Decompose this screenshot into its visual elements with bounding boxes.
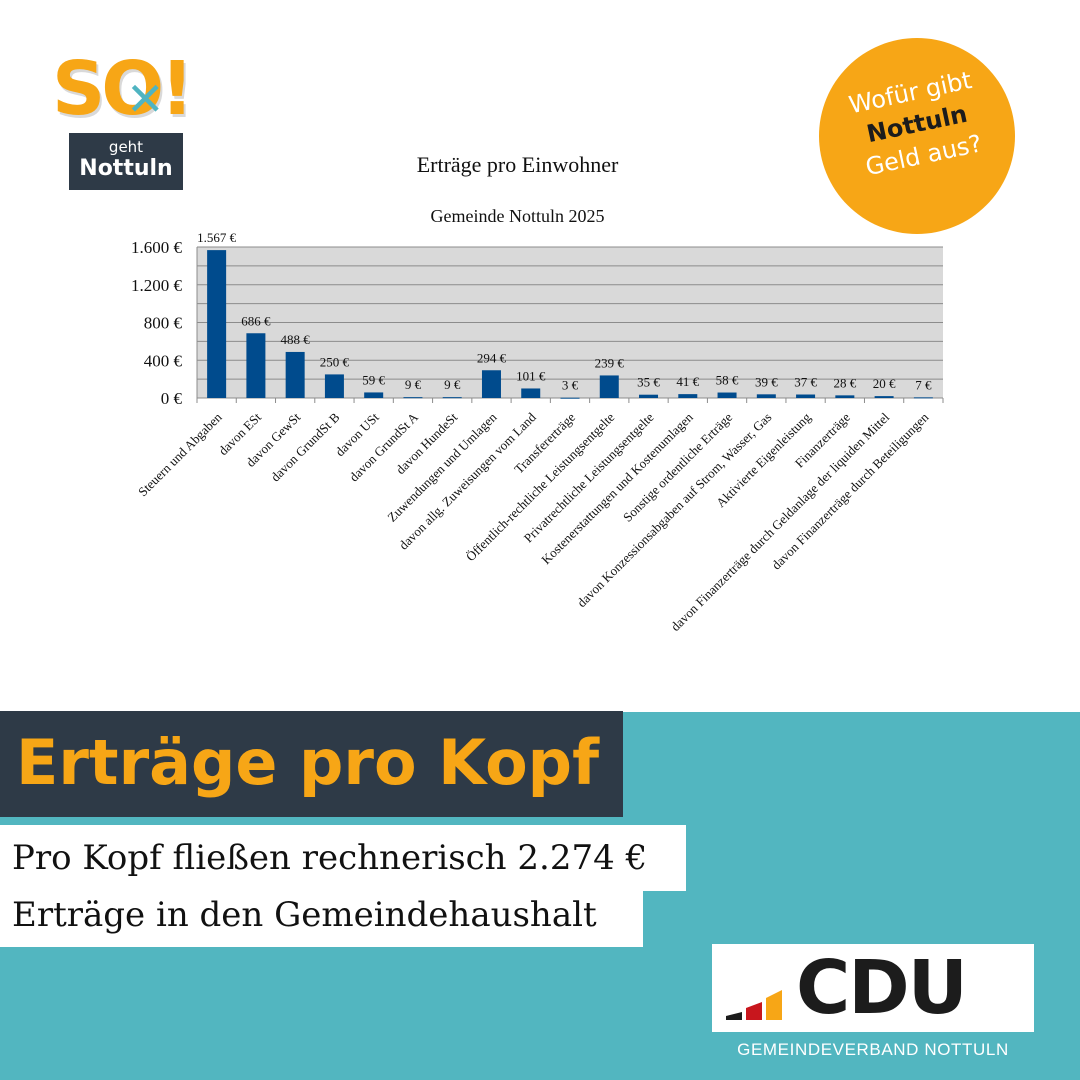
logo-verb: geht [108, 138, 144, 156]
bar [207, 250, 227, 398]
data-label: 58 € [716, 373, 739, 388]
so-geht-nottuln-logo: SO! ✕ geht Nottuln [52, 52, 212, 192]
bar [481, 370, 501, 398]
bar [874, 396, 894, 398]
bar [285, 351, 305, 398]
data-label: 39 € [755, 374, 778, 389]
data-label: 9 € [405, 377, 422, 392]
category-label: Steuern und Abgaben [135, 409, 225, 499]
data-label: 7 € [915, 377, 932, 392]
category-label: davon GrundSt A [346, 409, 421, 484]
cdu-org-name: GEMEINDEVERBAND NOTTULN [737, 1040, 1009, 1059]
bar [639, 394, 659, 398]
data-label: 101 € [516, 368, 546, 383]
chart-title: Erträge pro Einwohner [416, 152, 619, 177]
y-tick-label: 800 € [144, 314, 183, 333]
subline-box-1: Pro Kopf fließen rechnerisch 2.274 € [0, 825, 686, 891]
bar-chart: 0 € 400 € 800 € 1.200 € 1.600 € 1.567 € Steuer… [131, 230, 944, 634]
subline-2: Erträge in den Gemeindehaushalt [12, 895, 597, 935]
logo-place: Nottuln [79, 156, 173, 181]
cdu-logo: CDU [712, 944, 1034, 1032]
data-label: 1.567 € [197, 230, 237, 245]
data-label: 294 € [477, 350, 507, 365]
data-label: 20 € [873, 376, 896, 391]
data-label: 250 € [320, 354, 350, 369]
bar [246, 333, 266, 398]
logo-place-box: geht Nottuln [69, 133, 183, 190]
data-label: 686 € [241, 313, 271, 328]
data-label: 59 € [362, 372, 385, 387]
data-label: 9 € [444, 377, 461, 392]
bar [835, 395, 855, 398]
logo-brand: SO! [52, 46, 194, 132]
bar [521, 388, 541, 398]
y-tick-label: 1.600 € [131, 238, 183, 257]
y-tick-label: 400 € [144, 351, 183, 370]
bar [796, 394, 816, 398]
data-label: 41 € [676, 374, 699, 389]
data-label: 3 € [562, 378, 579, 393]
subline-box-2: Erträge in den Gemeindehaushalt [0, 891, 643, 947]
y-tick-label: 0 € [161, 389, 183, 408]
data-label: 35 € [637, 375, 660, 390]
data-label: 28 € [833, 375, 856, 390]
bar [403, 397, 423, 399]
bar [678, 394, 698, 398]
chart-subtitle: Gemeinde Nottuln 2025 [430, 206, 605, 226]
headline-box: Erträge pro Kopf [0, 711, 623, 817]
subline-1: Pro Kopf fließen rechnerisch 2.274 € [12, 838, 648, 878]
bar [364, 392, 384, 398]
data-label: 488 € [281, 332, 311, 347]
category-label: davon GrundSt B [268, 409, 343, 484]
y-tick-label: 1.200 € [131, 276, 183, 295]
bar [599, 375, 619, 398]
bar [756, 394, 776, 398]
bar [442, 397, 462, 399]
data-label: 239 € [595, 355, 625, 370]
bar [560, 397, 580, 399]
question-badge: Wofür gibt Nottuln Geld aus? [819, 38, 1015, 234]
bar [324, 374, 344, 398]
headline: Erträge pro Kopf [16, 726, 600, 799]
data-label: 37 € [794, 375, 817, 390]
cdu-stripes-icon [726, 990, 782, 1020]
bar [717, 392, 737, 398]
logo-cross-mark-icon: ✕ [126, 72, 165, 126]
cdu-wordmark: CDU [796, 945, 968, 1031]
bar [913, 397, 933, 399]
